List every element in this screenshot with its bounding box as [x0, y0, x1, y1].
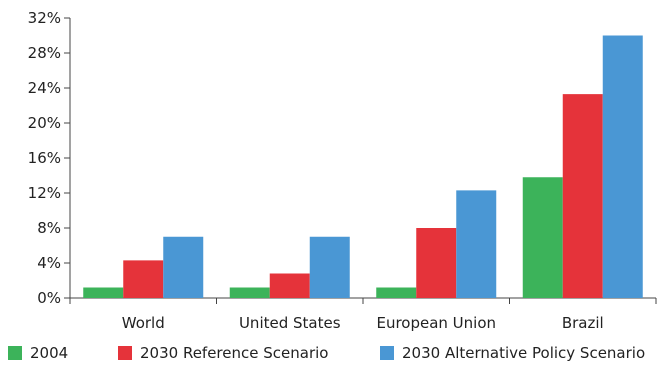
legend-swatch — [8, 346, 22, 360]
y-tick-label: 24% — [28, 79, 61, 97]
bar — [123, 260, 164, 298]
bar — [376, 287, 417, 298]
x-tick-label: World — [122, 314, 165, 332]
legend-label: 2030 Alternative Policy Scenario — [402, 344, 645, 362]
y-tick-label: 4% — [37, 254, 61, 272]
x-tick-label: European Union — [376, 314, 496, 332]
bars — [83, 35, 643, 298]
bar — [416, 228, 457, 298]
bar — [309, 236, 350, 298]
legend-label: 2030 Reference Scenario — [140, 344, 328, 362]
y-tick-label: 12% — [28, 184, 61, 202]
y-tick-label: 8% — [37, 219, 61, 237]
bar — [163, 236, 204, 298]
y-tick-label: 20% — [28, 114, 61, 132]
bar — [229, 287, 270, 298]
bar — [602, 35, 643, 298]
bar — [522, 177, 563, 298]
bar — [269, 273, 310, 298]
y-tick-label: 32% — [28, 9, 61, 27]
legend-swatch — [118, 346, 132, 360]
axis-labels: 0% 4% 8% 12% 16% 20% 24% 28% 32% World United Stat… — [28, 9, 604, 332]
bar — [83, 287, 124, 298]
legend-label: 2004 — [30, 344, 68, 362]
y-tick-label: 16% — [28, 149, 61, 167]
bar — [456, 190, 497, 298]
x-tick-label: United States — [239, 314, 341, 332]
bar — [562, 94, 603, 298]
x-tick-label: Brazil — [562, 314, 604, 332]
y-tick-label: 28% — [28, 44, 61, 62]
legend-swatch — [380, 346, 394, 360]
y-tick-label: 0% — [37, 289, 61, 307]
legend: 2004 2030 Reference Scenario 2030 Alternat… — [8, 344, 645, 362]
